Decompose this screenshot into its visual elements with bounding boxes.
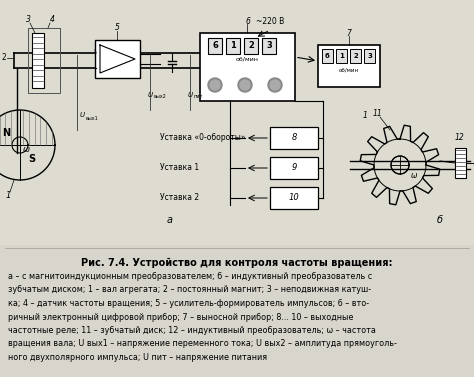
Circle shape <box>238 78 252 92</box>
Text: 2: 2 <box>1 52 6 61</box>
Text: ка; 4 – датчик частоты вращения; 5 – усилитель-формирователь импульсов; 6 – вто-: ка; 4 – датчик частоты вращения; 5 – уси… <box>8 299 369 308</box>
Bar <box>270 187 318 209</box>
Bar <box>32 33 44 88</box>
Text: об/мин: об/мин <box>236 57 259 61</box>
Text: а – с магнитоиндукционным преобразователем; б – индуктивный преобразователь с: а – с магнитоиндукционным преобразовател… <box>8 272 372 281</box>
Text: об/мин: об/мин <box>339 67 359 72</box>
Text: U: U <box>148 92 153 98</box>
Text: вых2: вых2 <box>154 95 167 100</box>
Text: N: N <box>2 128 10 138</box>
Bar <box>262 38 276 54</box>
Text: 6: 6 <box>325 53 330 59</box>
Text: 10: 10 <box>289 193 300 202</box>
Text: пит: пит <box>194 95 203 100</box>
Text: U: U <box>188 92 193 98</box>
Text: 9: 9 <box>292 164 297 173</box>
Bar <box>0 0 474 245</box>
Bar <box>322 49 333 63</box>
Circle shape <box>268 78 282 92</box>
Text: 3: 3 <box>26 15 30 25</box>
Text: ~220 В: ~220 В <box>256 17 284 26</box>
Text: 5: 5 <box>115 23 120 32</box>
Bar <box>244 38 258 54</box>
Text: ω: ω <box>411 170 417 179</box>
Circle shape <box>208 78 222 92</box>
Bar <box>0 245 474 377</box>
Text: 1: 1 <box>5 190 11 199</box>
Bar <box>350 49 361 63</box>
Bar <box>28 28 60 93</box>
Text: 1: 1 <box>339 53 344 59</box>
Text: Уставка 2: Уставка 2 <box>160 193 199 202</box>
Text: 1: 1 <box>230 41 236 51</box>
Text: Уставка «0-обороты»: Уставка «0-обороты» <box>160 133 246 143</box>
Bar <box>28 28 60 93</box>
Text: 3: 3 <box>367 53 372 59</box>
Bar <box>270 157 318 179</box>
Text: 12: 12 <box>455 133 465 143</box>
Text: Рис. 7.4. Устройство для контроля частоты вращения:: Рис. 7.4. Устройство для контроля частот… <box>81 258 393 268</box>
Text: 11: 11 <box>373 109 383 118</box>
Text: б: б <box>437 215 443 225</box>
Bar <box>455 148 466 178</box>
Text: вращения вала; U вых1 – напряжение переменного тока; U вых2 – амплитуда прямоуго: вращения вала; U вых1 – напряжение перем… <box>8 340 397 348</box>
Text: 6: 6 <box>245 17 250 26</box>
Bar <box>95 40 140 78</box>
Bar <box>200 33 295 101</box>
Text: S: S <box>28 154 36 164</box>
Text: 4: 4 <box>50 15 55 25</box>
Text: U: U <box>80 112 85 118</box>
Text: 2: 2 <box>353 53 358 59</box>
Text: ω: ω <box>22 146 29 155</box>
Text: зубчатым диском; 1 – вал агрегата; 2 – постоянный магнит; 3 – неподвижная катуш-: зубчатым диском; 1 – вал агрегата; 2 – п… <box>8 285 371 294</box>
Text: Уставка 1: Уставка 1 <box>160 164 199 173</box>
Text: 8: 8 <box>292 133 297 143</box>
Bar <box>270 127 318 149</box>
Text: ричный электронный цифровой прибор; 7 – выносной прибор; 8... 10 – выходные: ричный электронный цифровой прибор; 7 – … <box>8 313 354 322</box>
Text: ного двухполярного импульса; U пит – напряжение питания: ного двухполярного импульса; U пит – нап… <box>8 353 267 362</box>
Circle shape <box>240 80 250 90</box>
Text: 1: 1 <box>363 110 367 120</box>
Bar <box>208 38 222 54</box>
Text: 3: 3 <box>266 41 272 51</box>
Text: 2: 2 <box>248 41 254 51</box>
Text: вых1: вых1 <box>86 115 99 121</box>
Text: 7: 7 <box>346 29 351 37</box>
Circle shape <box>210 80 220 90</box>
Bar <box>226 38 240 54</box>
Text: частотные реле; 11 – зубчатый диск; 12 – индуктивный преобразователь; ω – частот: частотные реле; 11 – зубчатый диск; 12 –… <box>8 326 376 335</box>
Bar <box>318 45 380 87</box>
Circle shape <box>270 80 280 90</box>
Text: 6: 6 <box>212 41 218 51</box>
Text: а: а <box>167 215 173 225</box>
Bar <box>336 49 347 63</box>
Bar <box>364 49 375 63</box>
